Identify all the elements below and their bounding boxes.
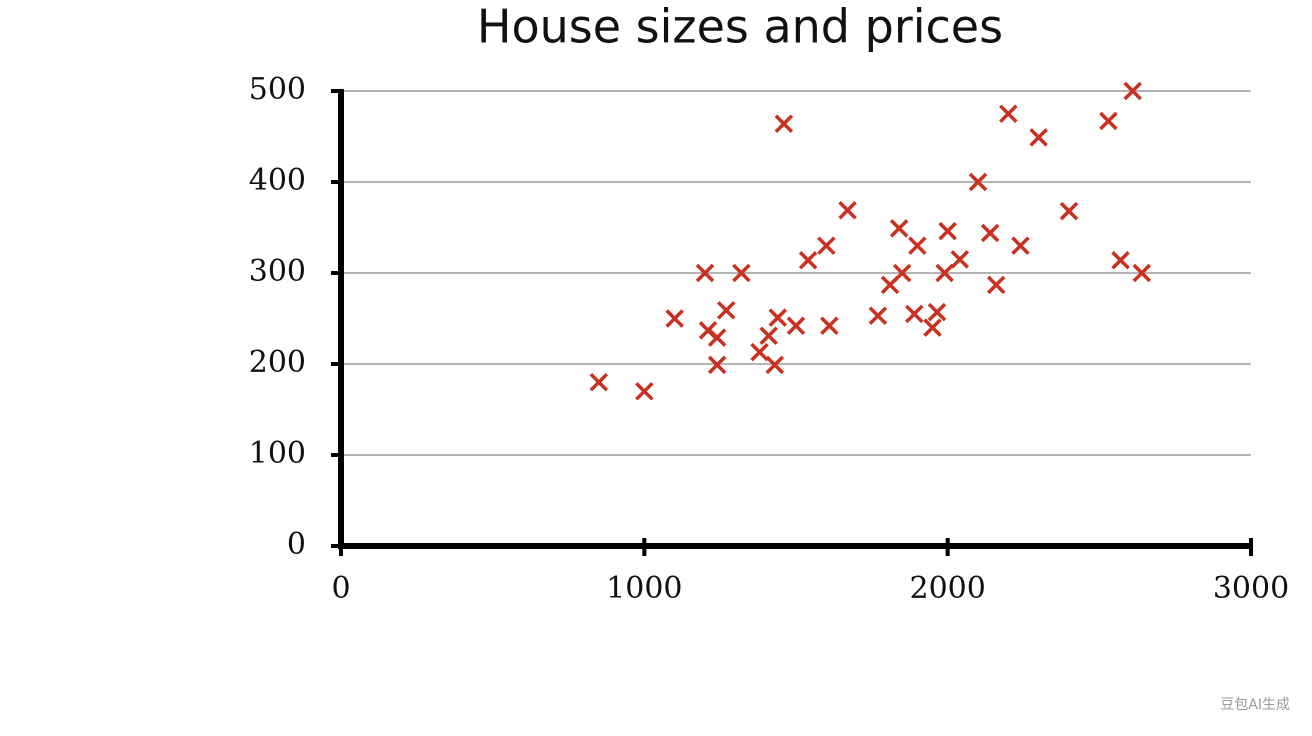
point <box>838 200 857 220</box>
y-tick-label: 500 <box>249 72 306 107</box>
point <box>927 302 947 322</box>
point <box>1132 263 1152 283</box>
point <box>1123 81 1142 101</box>
chart-title: House sizes and prices <box>477 0 1003 54</box>
point <box>892 263 912 283</box>
point <box>935 263 954 283</box>
x-tick-label: 3000 <box>1213 571 1289 606</box>
point <box>908 236 927 255</box>
point <box>707 328 727 347</box>
point <box>750 342 769 362</box>
y-tick-label: 100 <box>249 436 306 471</box>
y-tick-label: 0 <box>287 527 306 562</box>
x-tick-label: 2000 <box>909 571 985 606</box>
point <box>817 236 836 255</box>
point <box>732 263 751 283</box>
point <box>938 221 957 241</box>
x-tick-label: 1000 <box>606 571 682 606</box>
point <box>905 304 924 324</box>
point <box>695 263 715 283</box>
point <box>1011 236 1030 255</box>
point <box>1111 251 1130 270</box>
point <box>798 251 818 270</box>
point <box>923 318 942 337</box>
point <box>820 316 839 336</box>
point <box>868 306 888 326</box>
point <box>765 355 785 375</box>
point <box>950 250 970 269</box>
point <box>768 308 788 327</box>
point <box>665 309 684 328</box>
point <box>635 382 654 401</box>
point <box>986 275 1006 295</box>
y-tick-label: 400 <box>249 163 306 198</box>
x-tick-label: 0 <box>331 571 350 606</box>
point <box>1029 128 1048 147</box>
y-tick-label: 300 <box>249 254 306 289</box>
watermark: 豆包AI生成 <box>1220 697 1290 713</box>
point <box>1099 111 1118 131</box>
point <box>786 316 806 336</box>
point <box>774 114 794 133</box>
point <box>589 372 609 392</box>
point <box>980 223 1000 243</box>
point <box>707 355 727 375</box>
point <box>759 326 778 346</box>
point <box>968 172 988 192</box>
point <box>716 301 736 320</box>
y-tick-label: 200 <box>249 345 306 380</box>
point <box>999 104 1018 123</box>
point <box>889 219 909 238</box>
point <box>1059 201 1079 221</box>
